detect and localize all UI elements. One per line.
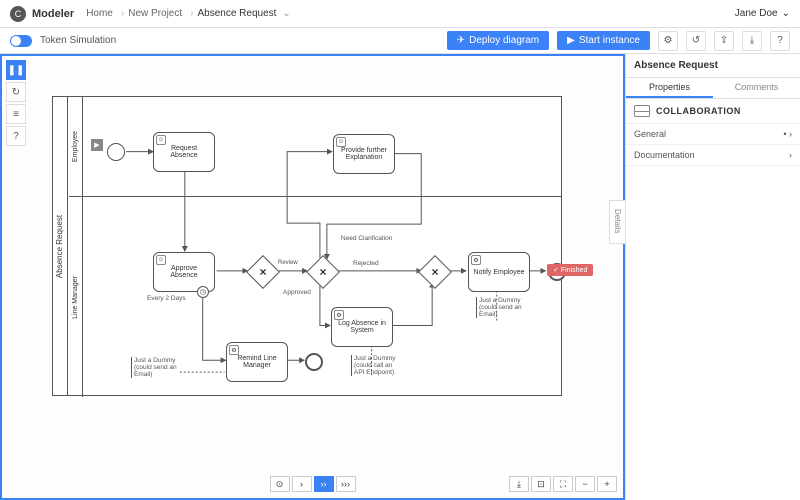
user-task-icon: ☺ [336, 137, 346, 147]
rocket-icon: ✈ [457, 35, 465, 46]
fit-icon[interactable]: ⊡ [531, 476, 551, 492]
annotation: Just a Dummy (could call an API Endpoint… [351, 355, 401, 376]
properties-panel: Absence Request Properties Comments COLL… [625, 54, 800, 500]
diagram-canvas[interactable]: ❚❚ ↻ ≡ ? Absence Request Employee Line M… [0, 54, 625, 500]
speed-controls: ⊙ › ›› ››› [270, 476, 356, 492]
pool-label: Absence Request [52, 96, 68, 396]
breadcrumb-file[interactable]: Absence Request [197, 8, 276, 19]
timer-event[interactable]: ◷ [197, 286, 209, 298]
details-tab[interactable]: Details [609, 200, 625, 244]
bpmn-pool[interactable]: Absence Request Employee Line Manager [52, 96, 562, 396]
edge-need: Need Clarification [341, 235, 392, 242]
start-instance-button[interactable]: ▶Start instance [557, 31, 650, 50]
play-icon: ▶ [567, 35, 575, 46]
share-icon[interactable]: ⇪ [714, 31, 734, 51]
chevron-icon: › [190, 8, 193, 19]
token-marker[interactable]: ▶ [91, 139, 103, 151]
simulation-toggle[interactable] [10, 35, 32, 47]
collaboration-icon [634, 105, 650, 117]
lane-employee[interactable]: Employee [69, 97, 561, 197]
gateway-label: Review [278, 260, 298, 266]
lane-label: Employee [69, 97, 83, 196]
breadcrumb-home[interactable]: Home [86, 8, 113, 19]
annotation: Just a Dummy (could send an Email) [131, 357, 181, 378]
collaboration-header: COLLABORATION [626, 99, 800, 124]
user-menu[interactable]: Jane Doe⌄ [735, 8, 790, 19]
chevron-icon: › [121, 8, 124, 19]
simulation-label: Token Simulation [40, 35, 116, 46]
user-task-icon: ☺ [156, 255, 166, 265]
zoom-out[interactable]: − [575, 476, 595, 492]
speed-slowest[interactable]: ⊙ [270, 476, 290, 492]
task-provide[interactable]: ☺Provide further Explanation [333, 134, 395, 174]
service-task-icon: ⚙ [229, 345, 239, 355]
user-task-icon: ☺ [156, 135, 166, 145]
app-logo: C [10, 6, 26, 22]
tab-properties[interactable]: Properties [626, 78, 713, 98]
service-task-icon: ⚙ [471, 255, 481, 265]
start-event[interactable] [107, 143, 125, 161]
brand-label: Modeler [32, 8, 74, 20]
deploy-button[interactable]: ✈Deploy diagram [447, 31, 549, 50]
history-icon[interactable]: ↺ [686, 31, 706, 51]
fullscreen-icon[interactable]: ⛶ [553, 476, 573, 492]
service-task-icon: ⚙ [334, 310, 344, 320]
actions-icon[interactable]: ⚙ [658, 31, 678, 51]
task-log[interactable]: ⚙Log Absence in System [331, 307, 393, 347]
prop-docs[interactable]: Documentation› [626, 145, 800, 166]
task-remind[interactable]: ⚙Remind Line Manager [226, 342, 288, 382]
finished-badge: ✓ Finished [547, 264, 593, 276]
reset-tool[interactable]: ↻ [6, 82, 26, 102]
chevron-down-icon: ⌄ [782, 8, 790, 19]
help-icon[interactable]: ? [770, 31, 790, 51]
breadcrumb-project[interactable]: New Project [128, 8, 182, 19]
annotation: Just a Dummy (could send an Email) [476, 297, 526, 318]
edge-approved: Approved [283, 289, 311, 296]
download-icon[interactable]: ⤓ [742, 31, 762, 51]
help-tool[interactable]: ? [6, 126, 26, 146]
pause-tool[interactable]: ❚❚ [6, 60, 26, 80]
export-icon[interactable]: ⤓ [509, 476, 529, 492]
task-notify[interactable]: ⚙Notify Employee [468, 252, 530, 292]
tab-comments[interactable]: Comments [713, 78, 800, 98]
end-event-remind[interactable] [305, 353, 323, 371]
log-tool[interactable]: ≡ [6, 104, 26, 124]
timer-label: Every 2 Days [147, 295, 186, 302]
task-request[interactable]: ☺Request Absence [153, 132, 215, 172]
prop-general[interactable]: General• › [626, 124, 800, 145]
edge-rejected: Rejected [353, 260, 379, 267]
chevron-down-icon[interactable]: ⌄ [282, 8, 290, 19]
lane-label: Line Manager [69, 197, 83, 397]
panel-title: Absence Request [626, 54, 800, 78]
speed-fast[interactable]: ››› [336, 476, 356, 492]
speed-slow[interactable]: › [292, 476, 312, 492]
zoom-in[interactable]: + [597, 476, 617, 492]
speed-normal[interactable]: ›› [314, 476, 334, 492]
